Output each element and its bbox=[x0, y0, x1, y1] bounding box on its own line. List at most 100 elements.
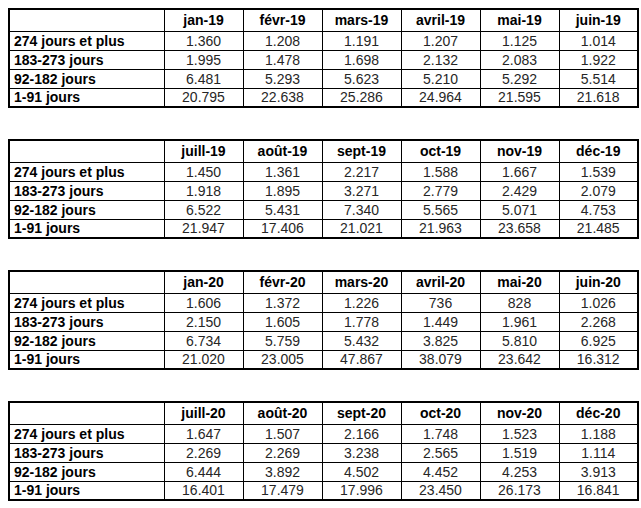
value-cell: 1.961 bbox=[480, 312, 559, 331]
value-cell: 1.361 bbox=[243, 162, 322, 181]
corner-cell bbox=[9, 140, 164, 162]
value-cell: 5.759 bbox=[243, 331, 322, 350]
value-cell: 828 bbox=[480, 293, 559, 312]
value-cell: 1.207 bbox=[401, 31, 480, 50]
value-cell: 1.922 bbox=[559, 50, 638, 69]
month-header: jan-20 bbox=[164, 271, 243, 293]
table-row: 183-273 jours1.9951.4781.6982.1322.0831.… bbox=[9, 50, 638, 69]
value-cell: 21.963 bbox=[401, 219, 480, 238]
month-header: mars-19 bbox=[322, 9, 401, 31]
value-cell: 21.618 bbox=[559, 88, 638, 107]
header-row: juill-19août-19sept-19oct-19nov-19déc-19 bbox=[9, 140, 638, 162]
table-2020-second-half: juill-20août-20sept-20oct-20nov-20déc-20… bbox=[8, 401, 639, 501]
row-label: 274 jours et plus bbox=[9, 293, 164, 312]
table-row: 1-91 jours20.79522.63825.28624.96421.595… bbox=[9, 88, 638, 107]
value-cell: 1.478 bbox=[243, 50, 322, 69]
row-label: 183-273 jours bbox=[9, 312, 164, 331]
table-row: 92-182 jours6.5225.4317.3405.5655.0714.7… bbox=[9, 200, 638, 219]
month-header: juin-19 bbox=[559, 9, 638, 31]
row-label: 183-273 jours bbox=[9, 50, 164, 69]
value-cell: 16.401 bbox=[164, 481, 243, 500]
row-label: 1-91 jours bbox=[9, 88, 164, 107]
table-row: 183-273 jours2.1501.6051.7781.4491.9612.… bbox=[9, 312, 638, 331]
header-row: juill-20août-20sept-20oct-20nov-20déc-20 bbox=[9, 402, 638, 424]
value-cell: 5.810 bbox=[480, 331, 559, 350]
value-cell: 3.825 bbox=[401, 331, 480, 350]
value-cell: 1.667 bbox=[480, 162, 559, 181]
row-label: 92-182 jours bbox=[9, 69, 164, 88]
value-cell: 1.188 bbox=[559, 424, 638, 443]
value-cell: 21.485 bbox=[559, 219, 638, 238]
month-header: nov-20 bbox=[480, 402, 559, 424]
table-2019-first-half: jan-19févr-19mars-19avril-19mai-19juin-1… bbox=[8, 8, 639, 108]
table-2019-second-half: juill-19août-19sept-19oct-19nov-19déc-19… bbox=[8, 139, 639, 239]
value-cell: 1.114 bbox=[559, 443, 638, 462]
row-label: 274 jours et plus bbox=[9, 31, 164, 50]
value-cell: 6.925 bbox=[559, 331, 638, 350]
value-cell: 21.595 bbox=[480, 88, 559, 107]
value-cell: 5.431 bbox=[243, 200, 322, 219]
value-cell: 1.014 bbox=[559, 31, 638, 50]
month-header: févr-19 bbox=[243, 9, 322, 31]
table-row: 183-273 jours2.2692.2693.2382.5651.5191.… bbox=[9, 443, 638, 462]
row-label: 1-91 jours bbox=[9, 219, 164, 238]
value-cell: 16.312 bbox=[559, 350, 638, 369]
value-cell: 2.269 bbox=[164, 443, 243, 462]
value-cell: 3.892 bbox=[243, 462, 322, 481]
table-row: 1-91 jours16.40117.47917.99623.45026.173… bbox=[9, 481, 638, 500]
month-header: mai-19 bbox=[480, 9, 559, 31]
value-cell: 1.748 bbox=[401, 424, 480, 443]
value-cell: 2.079 bbox=[559, 181, 638, 200]
value-cell: 1.606 bbox=[164, 293, 243, 312]
value-cell: 1.191 bbox=[322, 31, 401, 50]
value-cell: 2.166 bbox=[322, 424, 401, 443]
value-cell: 1.226 bbox=[322, 293, 401, 312]
month-header: juill-19 bbox=[164, 140, 243, 162]
value-cell: 6.734 bbox=[164, 331, 243, 350]
value-cell: 1.605 bbox=[243, 312, 322, 331]
value-cell: 23.642 bbox=[480, 350, 559, 369]
value-cell: 1.539 bbox=[559, 162, 638, 181]
value-cell: 6.522 bbox=[164, 200, 243, 219]
value-cell: 1.507 bbox=[243, 424, 322, 443]
value-cell: 2.083 bbox=[480, 50, 559, 69]
value-cell: 5.514 bbox=[559, 69, 638, 88]
value-cell: 736 bbox=[401, 293, 480, 312]
value-cell: 5.432 bbox=[322, 331, 401, 350]
row-label: 274 jours et plus bbox=[9, 162, 164, 181]
value-cell: 20.795 bbox=[164, 88, 243, 107]
value-cell: 4.253 bbox=[480, 462, 559, 481]
value-cell: 5.293 bbox=[243, 69, 322, 88]
value-cell: 47.867 bbox=[322, 350, 401, 369]
value-cell: 24.964 bbox=[401, 88, 480, 107]
value-cell: 17.406 bbox=[243, 219, 322, 238]
value-cell: 1.026 bbox=[559, 293, 638, 312]
value-cell: 5.623 bbox=[322, 69, 401, 88]
table-row: 92-182 jours6.4443.8924.5024.4524.2533.9… bbox=[9, 462, 638, 481]
value-cell: 17.479 bbox=[243, 481, 322, 500]
value-cell: 2.269 bbox=[243, 443, 322, 462]
value-cell: 4.753 bbox=[559, 200, 638, 219]
table-row: 274 jours et plus1.3601.2081.1911.2071.1… bbox=[9, 31, 638, 50]
value-cell: 1.895 bbox=[243, 181, 322, 200]
table-row: 274 jours et plus1.6471.5072.1661.7481.5… bbox=[9, 424, 638, 443]
table-row: 92-182 jours6.7345.7595.4323.8255.8106.9… bbox=[9, 331, 638, 350]
value-cell: 2.132 bbox=[401, 50, 480, 69]
value-cell: 4.502 bbox=[322, 462, 401, 481]
value-cell: 16.841 bbox=[559, 481, 638, 500]
value-cell: 5.292 bbox=[480, 69, 559, 88]
value-cell: 25.286 bbox=[322, 88, 401, 107]
value-cell: 2.268 bbox=[559, 312, 638, 331]
value-cell: 1.450 bbox=[164, 162, 243, 181]
value-cell: 1.208 bbox=[243, 31, 322, 50]
value-cell: 4.452 bbox=[401, 462, 480, 481]
value-cell: 7.340 bbox=[322, 200, 401, 219]
row-label: 92-182 jours bbox=[9, 331, 164, 350]
row-label: 1-91 jours bbox=[9, 481, 164, 500]
page: { "page": { "background": "#ffffff", "bo… bbox=[0, 0, 641, 508]
table-row: 1-91 jours21.02023.00547.86738.07923.642… bbox=[9, 350, 638, 369]
value-cell: 21.020 bbox=[164, 350, 243, 369]
value-cell: 1.647 bbox=[164, 424, 243, 443]
month-header: juill-20 bbox=[164, 402, 243, 424]
corner-cell bbox=[9, 9, 164, 31]
